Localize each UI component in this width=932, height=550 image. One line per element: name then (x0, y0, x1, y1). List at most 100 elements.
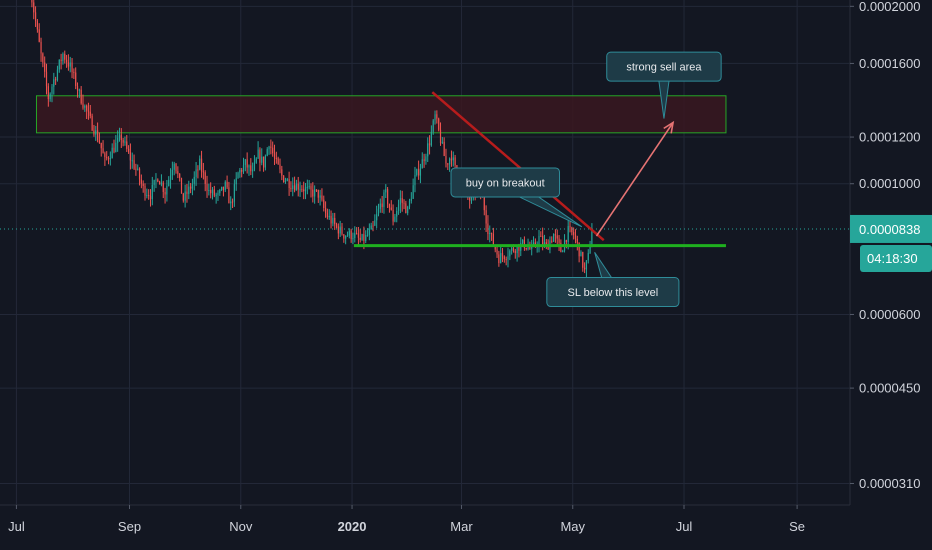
candle-body (379, 203, 381, 209)
candle-body (166, 185, 168, 195)
candle-body (211, 189, 214, 194)
candle-body (84, 105, 86, 108)
candle-body (324, 207, 327, 214)
candle-body (96, 130, 99, 141)
price-axis-label: 0.0000450 (859, 381, 920, 396)
countdown-tag (860, 244, 932, 272)
time-axis-label: Jul (676, 519, 693, 534)
candle-body (235, 178, 237, 185)
sell-zone-rect (35, 95, 727, 134)
candle-body (308, 186, 310, 188)
candle-body (483, 197, 485, 211)
candle-body (507, 256, 509, 260)
candle-body (573, 232, 575, 235)
candle-body (587, 253, 589, 261)
candle-body (304, 187, 307, 192)
candle-body (186, 191, 188, 194)
time-axis-label: Jul (8, 519, 25, 534)
candle-body (106, 157, 108, 159)
candle-body (64, 53, 66, 60)
candle-body (138, 168, 141, 180)
candle-body (454, 157, 456, 166)
callout-2: buy on breakout (450, 167, 583, 228)
candle-body (567, 226, 569, 242)
candle-body (257, 149, 259, 159)
candle-body (215, 194, 217, 196)
candle-body (173, 163, 175, 170)
candle-body (44, 62, 46, 72)
candle-body (292, 185, 294, 190)
candle-body (498, 254, 500, 264)
candle-body (314, 189, 316, 197)
candle-body (193, 176, 195, 184)
candle-body (580, 252, 582, 257)
candle-body (104, 153, 106, 158)
candle-body (195, 169, 197, 177)
candle-body (551, 240, 553, 242)
candle-body (396, 210, 398, 217)
candle-body (217, 193, 219, 195)
candle-body (591, 228, 593, 247)
candle-body (288, 179, 290, 189)
candle-body (82, 103, 84, 108)
candle-body (197, 169, 199, 171)
candle-body (60, 59, 62, 61)
candle-body (34, 12, 37, 22)
candle-body (67, 62, 70, 67)
candle-body (436, 114, 438, 119)
candle-body (115, 142, 117, 153)
candle-body (51, 86, 53, 94)
candle-body (439, 129, 442, 143)
candle-body (434, 114, 436, 121)
candle-body (321, 195, 323, 200)
candle-body (529, 247, 531, 249)
candle-body (111, 147, 113, 159)
callout-box-fill (607, 53, 721, 81)
candle-body (485, 210, 487, 224)
countdown-label: 04:18:30 (867, 251, 918, 266)
candle-body (410, 198, 412, 201)
candle-body (560, 242, 562, 253)
candle-body (335, 224, 338, 227)
callout-text: strong sell area (626, 62, 702, 74)
candle-body (496, 249, 498, 255)
candle-body (365, 235, 367, 241)
candle-body (129, 152, 132, 161)
candle-body (155, 179, 157, 181)
candle-body (208, 189, 210, 191)
candle-body (126, 141, 128, 149)
candle-body (120, 134, 122, 140)
candle-body (204, 172, 206, 184)
candle-body (489, 233, 491, 235)
candle-body (341, 226, 343, 235)
candle-body (65, 59, 68, 63)
candle-body (206, 183, 208, 191)
candle-body (275, 158, 277, 160)
candle-body (523, 239, 526, 248)
candle-body (122, 139, 124, 143)
candle-body (75, 72, 77, 86)
candle-body (264, 155, 266, 168)
candle-body (323, 199, 325, 208)
candle-body (199, 158, 201, 170)
candle-body (180, 177, 183, 194)
candle-body (518, 244, 520, 251)
candle-body (190, 186, 192, 189)
candle-body (494, 245, 496, 250)
callout-3: SL below this level (546, 252, 680, 308)
candle-body (38, 29, 40, 42)
candle-body (403, 202, 405, 204)
callout-text: SL below this level (568, 287, 659, 299)
candle-body (387, 189, 389, 204)
candle-body (268, 146, 270, 150)
callout-box-fill (452, 168, 559, 196)
price-axis-panel (850, 0, 932, 550)
candle-body (370, 225, 372, 230)
candle-body (224, 181, 226, 191)
candle-body (93, 130, 95, 135)
candle-body (210, 189, 212, 194)
candle-body (177, 171, 179, 174)
candle-body (157, 179, 159, 182)
candle-body (40, 41, 42, 54)
